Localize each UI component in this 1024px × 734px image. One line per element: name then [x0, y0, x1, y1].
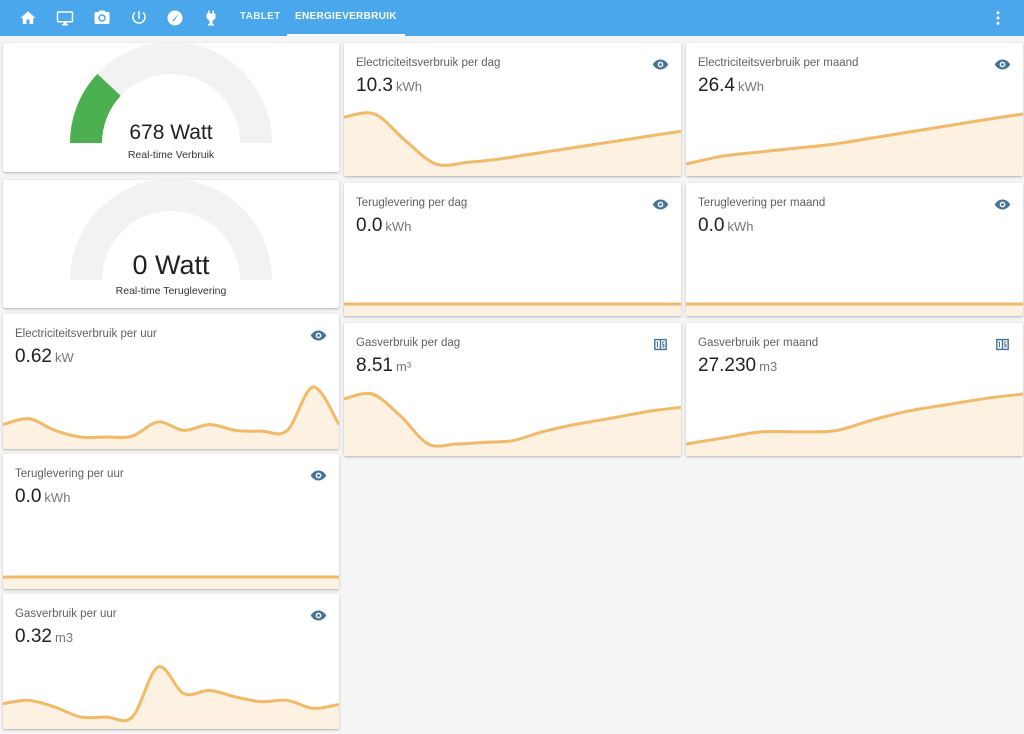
history-graph	[3, 659, 339, 729]
state-unit: m3	[759, 359, 778, 374]
state-unit: kW	[54, 350, 74, 365]
eye-icon	[651, 195, 669, 213]
state-value: 27.230	[698, 355, 757, 376]
card-title: Teruglevering per maand	[698, 197, 826, 209]
camera-icon[interactable]	[90, 6, 114, 30]
eye-icon	[651, 55, 669, 73]
card-value: 27.230 m3	[698, 355, 777, 377]
card-title: Electriciteitsverbruik per dag	[356, 57, 501, 69]
state-unit: kWh	[385, 219, 412, 234]
state-value: 26.4	[698, 75, 735, 96]
card-value: 10.3 kWh	[356, 75, 422, 97]
gauge-arc	[70, 43, 272, 144]
state-unit: kWh	[727, 219, 754, 234]
gauge-arc	[70, 180, 272, 281]
card-title: Electriciteitsverbruik per uur	[15, 328, 157, 340]
history-graph	[344, 386, 681, 456]
sensor-card-terug-uur[interactable]: Teruglevering per uur 0.0 kWh	[3, 454, 339, 589]
state-value: 0.0	[698, 215, 725, 236]
card-value: 0.0 kWh	[356, 215, 411, 237]
card-value: 0.0 kWh	[15, 486, 70, 508]
card-value: 26.4 kWh	[698, 75, 764, 97]
counter-icon	[651, 335, 669, 353]
home-icon[interactable]	[16, 6, 40, 30]
eye-icon	[993, 55, 1011, 73]
counter-icon	[993, 335, 1011, 353]
sensor-card-terug-maand[interactable]: Teruglevering per maand 0.0 kWh	[686, 183, 1023, 316]
sensor-card-elec-uur[interactable]: Electriciteitsverbruik per uur 0.62 kW	[3, 314, 339, 449]
state-unit: kWh	[737, 79, 764, 94]
state-unit: m3	[54, 630, 74, 645]
history-graph	[686, 246, 1023, 316]
card-value: 0.62 kW	[15, 346, 74, 368]
sensor-card-gas-uur[interactable]: Gasverbruik per uur 0.32 m3	[3, 594, 339, 729]
card-value: 0.32 m3	[15, 626, 73, 648]
state-value: 0.0	[356, 215, 383, 236]
history-graph	[686, 386, 1023, 456]
gauge-label: Real-time Verbruik	[127, 149, 215, 161]
sensor-card-terug-dag[interactable]: Teruglevering per dag 0.0 kWh	[344, 183, 681, 316]
plug-icon[interactable]	[199, 6, 223, 30]
state-unit: kWh	[44, 490, 71, 505]
state-value: 0.62	[15, 346, 52, 367]
state-value: 0.0	[15, 486, 42, 507]
eye-icon	[309, 466, 327, 484]
state-unit: m³	[395, 359, 412, 374]
eye-icon	[309, 606, 327, 624]
sensor-card-gas-dag[interactable]: Gasverbruik per dag 8.51 m³	[344, 323, 681, 456]
card-title: Teruglevering per dag	[356, 197, 468, 209]
dots-vertical-icon[interactable]	[986, 6, 1010, 30]
state-value: 0.32	[15, 626, 52, 647]
card-value: 0.0 kWh	[698, 215, 753, 237]
tab-energieverbruik[interactable]: ENERGIEVERBRUIK	[287, 0, 405, 36]
history-graph	[344, 246, 681, 316]
history-graph	[3, 379, 339, 449]
compass-icon[interactable]	[163, 6, 187, 30]
history-graph	[3, 519, 339, 589]
gauge-value: 678 Watt	[129, 121, 213, 144]
power-icon[interactable]	[127, 6, 151, 30]
sensor-card-gas-maand[interactable]: Gasverbruik per maand 27.230 m3	[686, 323, 1023, 456]
history-graph	[344, 106, 681, 176]
card-title: Gasverbruik per maand	[698, 337, 819, 349]
sensor-card-elec-dag[interactable]: Electriciteitsverbruik per dag 10.3 kWh	[344, 43, 681, 176]
gauge-card-verbruik[interactable]: 678 Watt Real-time Verbruik	[3, 43, 339, 172]
eye-icon	[309, 326, 327, 344]
state-value: 10.3	[356, 75, 393, 96]
card-title: Teruglevering per uur	[15, 468, 124, 480]
eye-icon	[993, 195, 1011, 213]
state-value: 8.51	[356, 355, 393, 376]
state-unit: kWh	[395, 79, 422, 94]
card-title: Gasverbruik per uur	[15, 608, 117, 620]
card-title: Electriciteitsverbruik per maand	[698, 57, 859, 69]
gauge-value: 0 Watt	[132, 250, 210, 280]
gauge-label: Real-time Teruglevering	[115, 285, 227, 297]
sensor-card-elec-maand[interactable]: Electriciteitsverbruik per maand 26.4 kWh	[686, 43, 1023, 176]
top-app-bar: TABLET ENERGIEVERBRUIK	[0, 0, 1024, 36]
card-value: 8.51 m³	[356, 355, 411, 377]
history-graph	[686, 106, 1023, 176]
monitor-icon[interactable]	[53, 6, 77, 30]
gauge-card-teruglevering[interactable]: 0 Watt Real-time Teruglevering	[3, 180, 339, 308]
tab-tablet[interactable]: TABLET	[240, 11, 281, 22]
card-title: Gasverbruik per dag	[356, 337, 461, 349]
